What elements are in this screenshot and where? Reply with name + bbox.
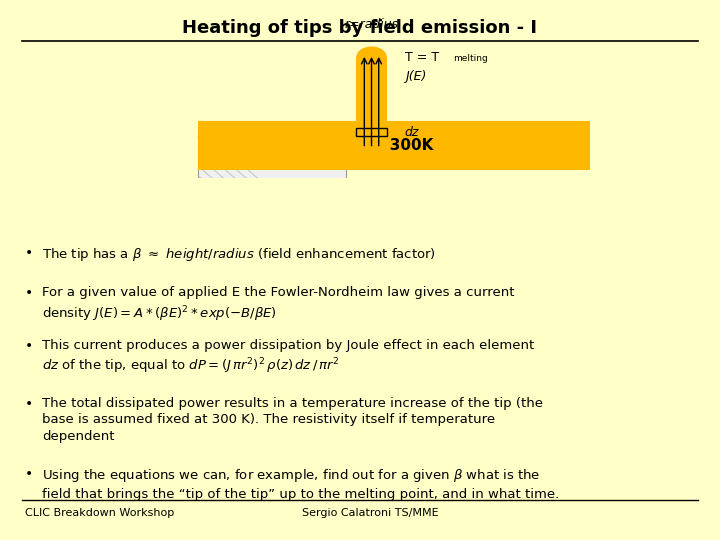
Text: CLIC Breakdown Workshop: CLIC Breakdown Workshop bbox=[25, 508, 174, 518]
Text: dz: dz bbox=[405, 126, 419, 139]
Text: •: • bbox=[25, 467, 33, 481]
Text: This current produces a power dissipation by Joule effect in each element
$\it{d: This current produces a power dissipatio… bbox=[42, 339, 534, 376]
Text: T = T: T = T bbox=[405, 51, 438, 64]
Text: •: • bbox=[25, 339, 33, 353]
Text: This current produces a power dissipation by Joule effect in each element: This current produces a power dissipatio… bbox=[42, 338, 534, 350]
Text: base is assumed fixed at 300 K). The resistivity itself if temperature: base is assumed fixed at 300 K). The res… bbox=[42, 424, 495, 437]
Text: •: • bbox=[25, 246, 33, 260]
Bar bbox=[356, 128, 387, 136]
Bar bbox=[198, 122, 590, 170]
Ellipse shape bbox=[356, 46, 387, 67]
Text: J(E): J(E) bbox=[405, 70, 426, 83]
Text: •: • bbox=[25, 394, 33, 407]
Text: melting: melting bbox=[454, 54, 488, 63]
Text: •: • bbox=[25, 286, 33, 299]
Text: The total dissipated power results in a temperature increase of the tip (the: The total dissipated power results in a … bbox=[42, 394, 543, 407]
Text: •: • bbox=[25, 462, 33, 475]
Bar bbox=[356, 57, 387, 170]
Text: Using the equations we can, for example, find out for a given $\beta$ what is th: Using the equations we can, for example,… bbox=[42, 467, 559, 501]
Text: For a given value of applied E the Fowler-Nordheim law gives a current: For a given value of applied E the Fowle… bbox=[42, 286, 514, 299]
Text: Using the equations we can, for example, find out for a given β what is the: Using the equations we can, for example,… bbox=[42, 462, 542, 475]
Text: •: • bbox=[25, 397, 33, 411]
Text: dependent: dependent bbox=[42, 454, 114, 467]
Bar bbox=[198, 127, 346, 254]
Text: field that brings the “tip of the tip” up to the melting point, and in what time: field that brings the “tip of the tip” u… bbox=[42, 491, 559, 504]
Text: Sergio Calatroni TS/MME: Sergio Calatroni TS/MME bbox=[302, 508, 439, 518]
Text: •: • bbox=[25, 246, 33, 259]
Text: r=radius: r=radius bbox=[344, 18, 399, 31]
Bar bbox=[0, 178, 720, 513]
Text: Heating of tips by field emission - I: Heating of tips by field emission - I bbox=[182, 19, 538, 37]
Text: dz of the tip, equal to dP = (J πr2)2 ρ(z) dz / πr2: dz of the tip, equal to dP = (J πr2)2 ρ(… bbox=[42, 367, 359, 380]
Text: The total dissipated power results in a temperature increase of the tip (the
bas: The total dissipated power results in a … bbox=[42, 397, 543, 443]
Text: For a given value of applied E the Fowler-Nordheim law gives a current
density $: For a given value of applied E the Fowle… bbox=[42, 286, 514, 323]
Text: h=h: h=h bbox=[239, 178, 266, 191]
Text: •: • bbox=[25, 338, 33, 350]
Text: The tip has a $\beta$ $\approx$ $\it{height/radius}$ (field enhancement factor): The tip has a $\beta$ $\approx$ $\it{hei… bbox=[42, 246, 436, 262]
Text: T = 300K: T = 300K bbox=[356, 138, 433, 153]
Text: •: • bbox=[25, 286, 33, 300]
Text: The tip has a β ≈ height/radius (field enhancement factor): The tip has a β ≈ height/radius (field e… bbox=[42, 246, 433, 259]
Text: density J(E)=A*(βE)2*exp(-B/βE): density J(E)=A*(βE)2*exp(-B/βE) bbox=[42, 316, 256, 329]
